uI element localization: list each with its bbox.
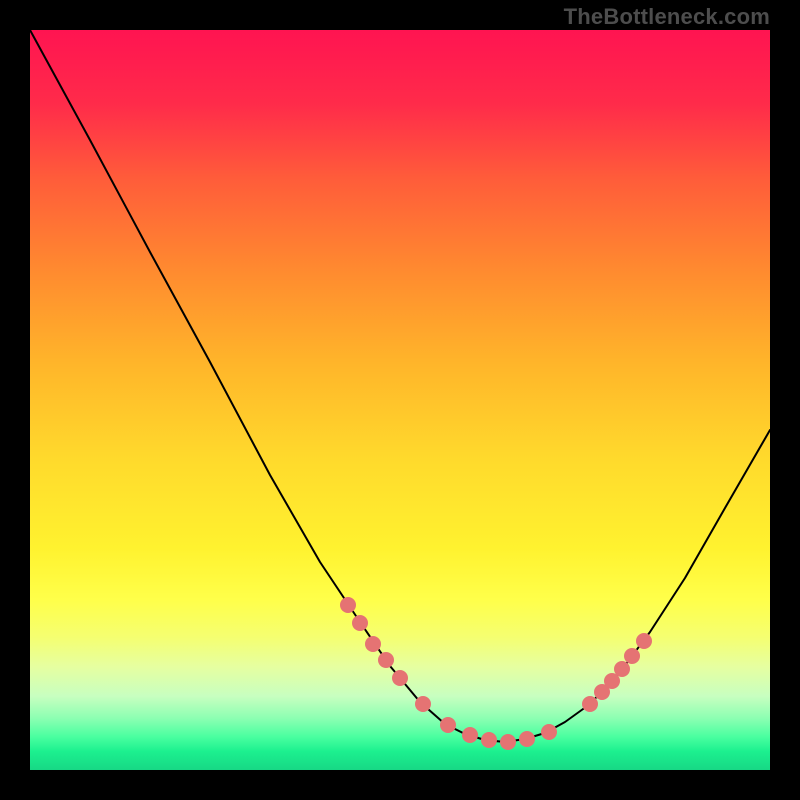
data-marker xyxy=(440,717,456,733)
data-marker xyxy=(365,636,381,652)
data-marker xyxy=(624,648,640,664)
plot-area xyxy=(30,30,770,770)
curve-layer xyxy=(30,30,770,770)
data-marker xyxy=(541,724,557,740)
data-marker xyxy=(582,696,598,712)
data-marker xyxy=(392,670,408,686)
data-marker xyxy=(481,732,497,748)
data-marker xyxy=(352,615,368,631)
data-marker xyxy=(340,597,356,613)
data-marker xyxy=(462,727,478,743)
data-marker xyxy=(500,734,516,750)
data-marker xyxy=(636,633,652,649)
data-marker xyxy=(614,661,630,677)
watermark-text: TheBottleneck.com xyxy=(564,4,770,30)
data-marker xyxy=(415,696,431,712)
data-marker xyxy=(378,652,394,668)
bottleneck-curve xyxy=(30,30,770,742)
chart-outer: TheBottleneck.com xyxy=(0,0,800,800)
data-marker xyxy=(519,731,535,747)
